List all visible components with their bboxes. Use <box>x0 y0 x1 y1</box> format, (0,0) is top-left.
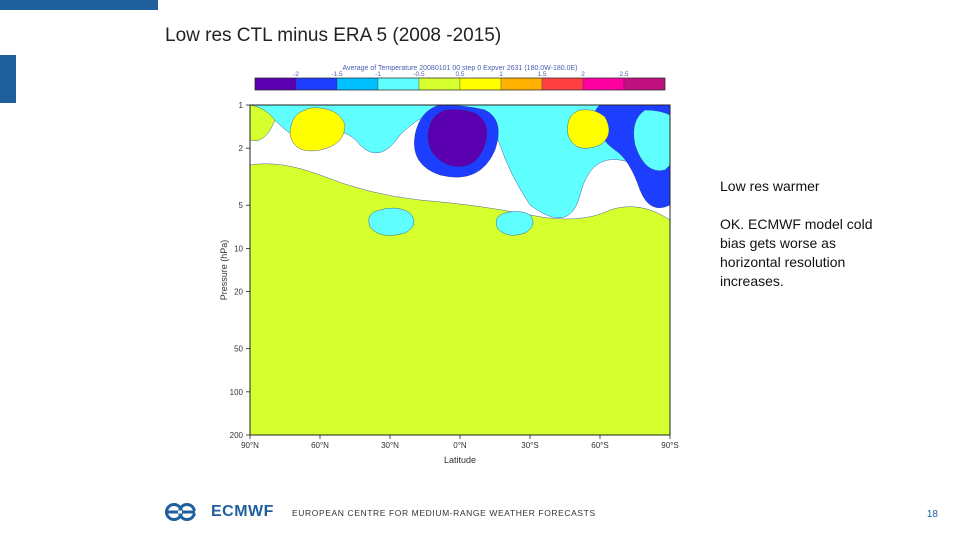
x-axis-label: Latitude <box>444 455 476 465</box>
bar-side <box>0 55 16 103</box>
colorbar-seg <box>583 78 624 90</box>
logo: ECMWF <box>165 502 274 522</box>
y-tick-label: 1 <box>239 101 244 110</box>
bar-top <box>0 0 158 10</box>
x-tick-label: 90°S <box>661 441 678 450</box>
colorbar-tick: -0.5 <box>413 71 425 78</box>
y-tick-label: 100 <box>230 388 244 397</box>
logo-icon <box>165 502 199 522</box>
annotation-2: OK. ECMWF model cold bias gets worse as … <box>720 215 900 291</box>
colorbar-seg <box>542 78 583 90</box>
y-tick-label: 200 <box>230 431 244 440</box>
colorbar-tick: -1.5 <box>331 71 343 78</box>
x-tick-label: 60°N <box>311 441 329 450</box>
x-tick-label: 30°S <box>521 441 538 450</box>
colorbar-tick: 1.5 <box>537 71 546 78</box>
x-tick-label: 90°N <box>241 441 259 450</box>
colorbar-tick: -2 <box>293 71 299 78</box>
colorbar-tick: 0.5 <box>455 71 464 78</box>
colorbar-seg <box>378 78 419 90</box>
page-title: Low res CTL minus ERA 5 (2008 -2015) <box>165 25 501 47</box>
y-tick-label: 20 <box>234 288 243 297</box>
colorbar-seg <box>337 78 378 90</box>
colorbar-tick: 2.5 <box>619 71 628 78</box>
y-tick-label: 2 <box>239 144 244 153</box>
colorbar-seg <box>419 78 460 90</box>
plot-contours <box>250 105 670 435</box>
y-tick-label: 5 <box>239 201 244 210</box>
colorbar-seg <box>255 78 296 90</box>
x-tick-label: 30°N <box>381 441 399 450</box>
colorbar-tick: 1 <box>499 71 503 78</box>
annotation-1: Low res warmer <box>720 177 920 196</box>
x-tick-label: 60°S <box>591 441 608 450</box>
chart-svg: Average of Temperature 20080101 00 step … <box>215 60 690 470</box>
colorbar-seg <box>296 78 337 90</box>
y-tick-label: 50 <box>234 345 243 354</box>
colorbar-seg <box>501 78 542 90</box>
colorbar-seg <box>624 78 665 90</box>
logo-text: ECMWF <box>211 503 274 521</box>
y-tick-label: 10 <box>234 244 243 253</box>
colorbar-tick: -1 <box>375 71 381 78</box>
colorbar-seg <box>460 78 501 90</box>
y-axis-label: Pressure (hPa) <box>219 240 229 301</box>
footer-center: EUROPEAN CENTRE FOR MEDIUM-RANGE WEATHER… <box>292 508 596 518</box>
colorbar-tick: 2 <box>581 71 585 78</box>
page-number: 18 <box>927 509 938 520</box>
x-tick-label: 0°N <box>453 441 467 450</box>
chart: Average of Temperature 20080101 00 step … <box>215 60 690 470</box>
